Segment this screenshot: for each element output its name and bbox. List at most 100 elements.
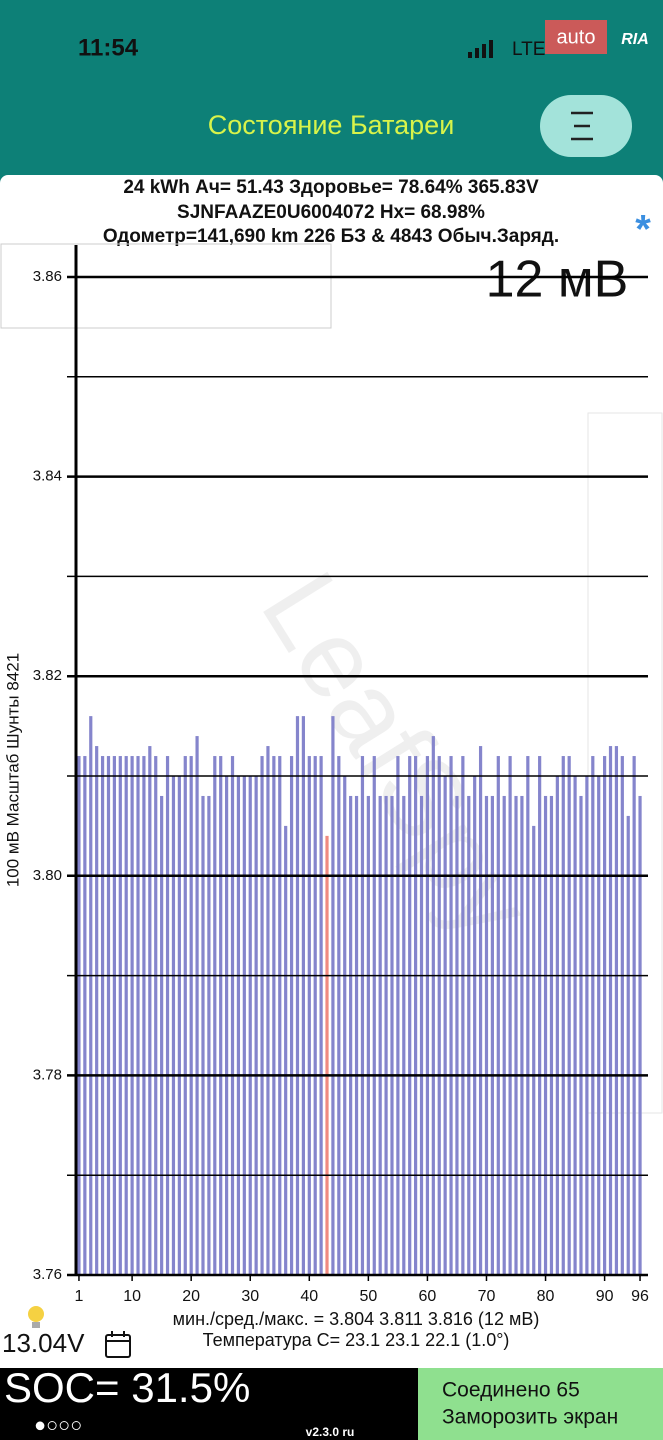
bar [443, 776, 447, 1275]
bar [106, 756, 111, 1275]
bar [532, 825, 536, 1275]
bar [390, 795, 394, 1275]
menu-icon [571, 111, 593, 141]
bar [248, 776, 252, 1275]
bar [520, 795, 524, 1275]
bar [165, 756, 170, 1275]
bar [567, 756, 571, 1275]
bar [626, 815, 630, 1275]
bar [307, 756, 311, 1275]
bar [614, 746, 619, 1275]
x-tick-label: 60 [419, 1288, 437, 1305]
bar [408, 756, 412, 1275]
bar [213, 756, 217, 1275]
info-line: Одометр=141,690 km 226 БЗ & 4843 Обыч.За… [103, 226, 559, 247]
y-tick-label: 3.78 [33, 1066, 62, 1083]
x-tick-label: 70 [478, 1288, 496, 1305]
bar [349, 795, 353, 1275]
x-tick-label: 80 [537, 1288, 555, 1305]
page-dots: ●○○○ [34, 1414, 82, 1436]
bar [455, 795, 459, 1275]
watermark-auto: auto [557, 26, 596, 48]
bar [95, 746, 99, 1275]
connection-panel[interactable] [418, 1368, 663, 1440]
x-tick-label: 96 [631, 1288, 649, 1305]
bar [484, 795, 489, 1275]
bar [343, 776, 347, 1275]
bar [543, 795, 548, 1275]
bar [313, 756, 317, 1275]
bar [272, 756, 276, 1275]
settings-marker[interactable]: * [635, 208, 651, 252]
status-time: 11:54 [78, 34, 139, 61]
x-tick-label: 50 [359, 1288, 377, 1305]
bar [414, 756, 418, 1275]
bar [384, 795, 388, 1275]
bar [118, 756, 122, 1275]
soc-panel [0, 1368, 418, 1440]
voltage: 13.04V [2, 1328, 85, 1358]
x-tick-label: 40 [300, 1288, 318, 1305]
bar [502, 795, 506, 1275]
bar [278, 756, 282, 1275]
bar [89, 716, 93, 1275]
bar [579, 795, 583, 1275]
bar [242, 776, 246, 1275]
bar [591, 756, 595, 1275]
x-tick-label: 20 [182, 1288, 200, 1305]
x-tick-label: 90 [596, 1288, 614, 1305]
bar [284, 825, 288, 1275]
x-tick-label: 1 [75, 1288, 84, 1305]
bar [431, 736, 435, 1275]
bar [337, 756, 341, 1275]
version: v2.3.0 ru [306, 1425, 355, 1439]
bar [183, 756, 187, 1275]
bar [177, 776, 181, 1275]
bar [319, 756, 323, 1275]
bar [496, 756, 500, 1275]
bar [549, 795, 554, 1275]
bar [366, 795, 370, 1275]
bar [112, 756, 116, 1275]
bar [331, 716, 335, 1275]
bar [538, 756, 542, 1275]
bar [189, 756, 193, 1275]
bar [100, 756, 105, 1275]
bar [195, 736, 199, 1275]
scale-label: 12 мВ [486, 251, 629, 309]
bar [425, 756, 430, 1275]
watermark-ria: RIA [621, 31, 649, 48]
bar [254, 776, 258, 1275]
header-title: Состояние Батареи [208, 110, 455, 140]
bar [83, 756, 87, 1275]
bar [295, 716, 300, 1275]
bar [396, 756, 400, 1275]
bar [638, 795, 642, 1275]
bar [325, 835, 329, 1275]
freeze-button[interactable]: Заморозить экран [442, 1406, 618, 1429]
bar [354, 795, 359, 1275]
bar [402, 795, 406, 1275]
bar [260, 756, 264, 1275]
bar [490, 795, 494, 1275]
bar [148, 746, 152, 1275]
bar [467, 795, 471, 1275]
signal-icon [468, 40, 493, 58]
calendar-icon [105, 1331, 131, 1358]
y-axis-label: 100 мВ Масштаб Шунты 8421 [3, 653, 22, 887]
y-tick-label: 3.84 [33, 468, 62, 485]
bar [201, 795, 205, 1275]
bar [236, 776, 241, 1275]
bar [585, 776, 589, 1275]
bar [142, 756, 146, 1275]
stats-temperature: Температура С= 23.1 23.1 22.1 (1.0°) [203, 1330, 510, 1350]
bar [603, 756, 607, 1275]
stats-minmax: мин./сред./макс. = 3.804 3.811 3.816 (12… [173, 1309, 540, 1329]
bar [597, 776, 601, 1275]
bar [573, 776, 577, 1275]
overlay-panel [587, 412, 663, 1114]
status-network: LTE [512, 39, 545, 60]
y-tick-label: 3.76 [33, 1266, 62, 1283]
y-tick-label: 3.82 [33, 667, 62, 684]
